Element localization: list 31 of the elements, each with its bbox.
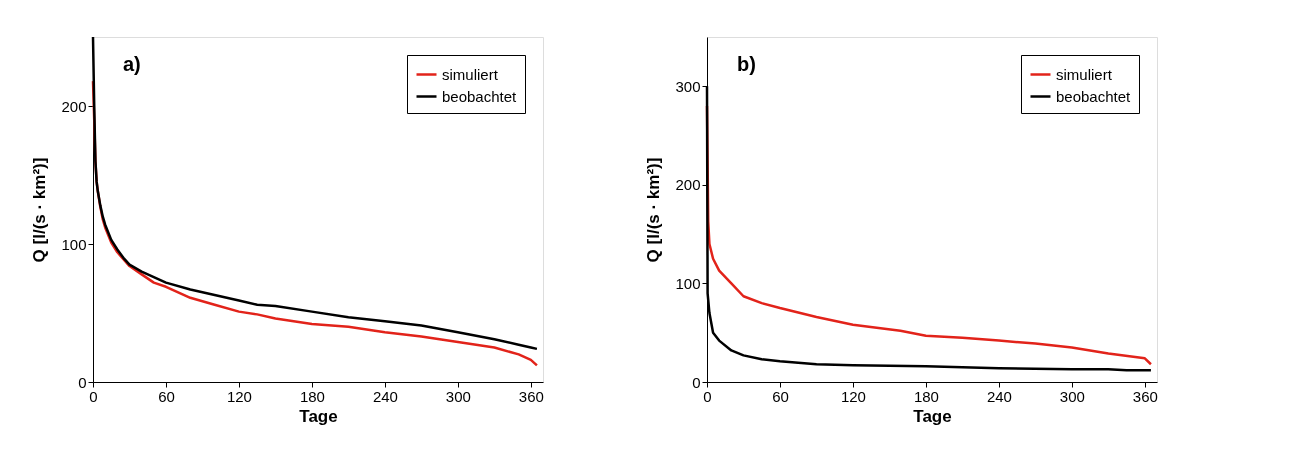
annotation: b) xyxy=(737,53,756,75)
y-tick-label: 0 xyxy=(78,373,87,391)
y-tick-label: 300 xyxy=(675,77,701,95)
x-axis-title: Tage xyxy=(913,406,952,426)
x-tick-label: 120 xyxy=(840,387,866,405)
y-axis-title: Q [l/(s · km²)] xyxy=(30,157,50,263)
x-tick-label: 180 xyxy=(299,387,325,405)
y-tick-label: 200 xyxy=(61,97,87,115)
x-tick-label: 300 xyxy=(445,387,471,405)
x-tick-label: 60 xyxy=(772,387,789,405)
y-axis-title: Q [l/(s · km²)] xyxy=(644,157,664,263)
x-tick-label: 240 xyxy=(986,387,1012,405)
y-tick-label: 100 xyxy=(61,235,87,253)
legend-label: beobachtet xyxy=(442,87,518,105)
legend-label: simuliert xyxy=(442,65,499,83)
y-tick-label: 100 xyxy=(675,274,701,292)
x-tick-label: 120 xyxy=(226,387,252,405)
annotation: a) xyxy=(123,53,141,75)
x-tick-label: 0 xyxy=(89,387,98,405)
legend-label: simuliert xyxy=(1056,65,1113,83)
x-tick-label: 0 xyxy=(703,387,712,405)
x-tick-label: 60 xyxy=(158,387,175,405)
x-tick-label: 300 xyxy=(1059,387,1085,405)
x-tick-label: 360 xyxy=(518,387,544,405)
y-tick-label: 200 xyxy=(675,176,701,194)
x-axis-title: Tage xyxy=(299,406,338,426)
y-tick-label: 0 xyxy=(692,373,701,391)
x-tick-label: 360 xyxy=(1132,387,1158,405)
x-tick-label: 180 xyxy=(913,387,939,405)
legend-label: beobachtet xyxy=(1056,87,1132,105)
x-tick-label: 240 xyxy=(372,387,398,405)
